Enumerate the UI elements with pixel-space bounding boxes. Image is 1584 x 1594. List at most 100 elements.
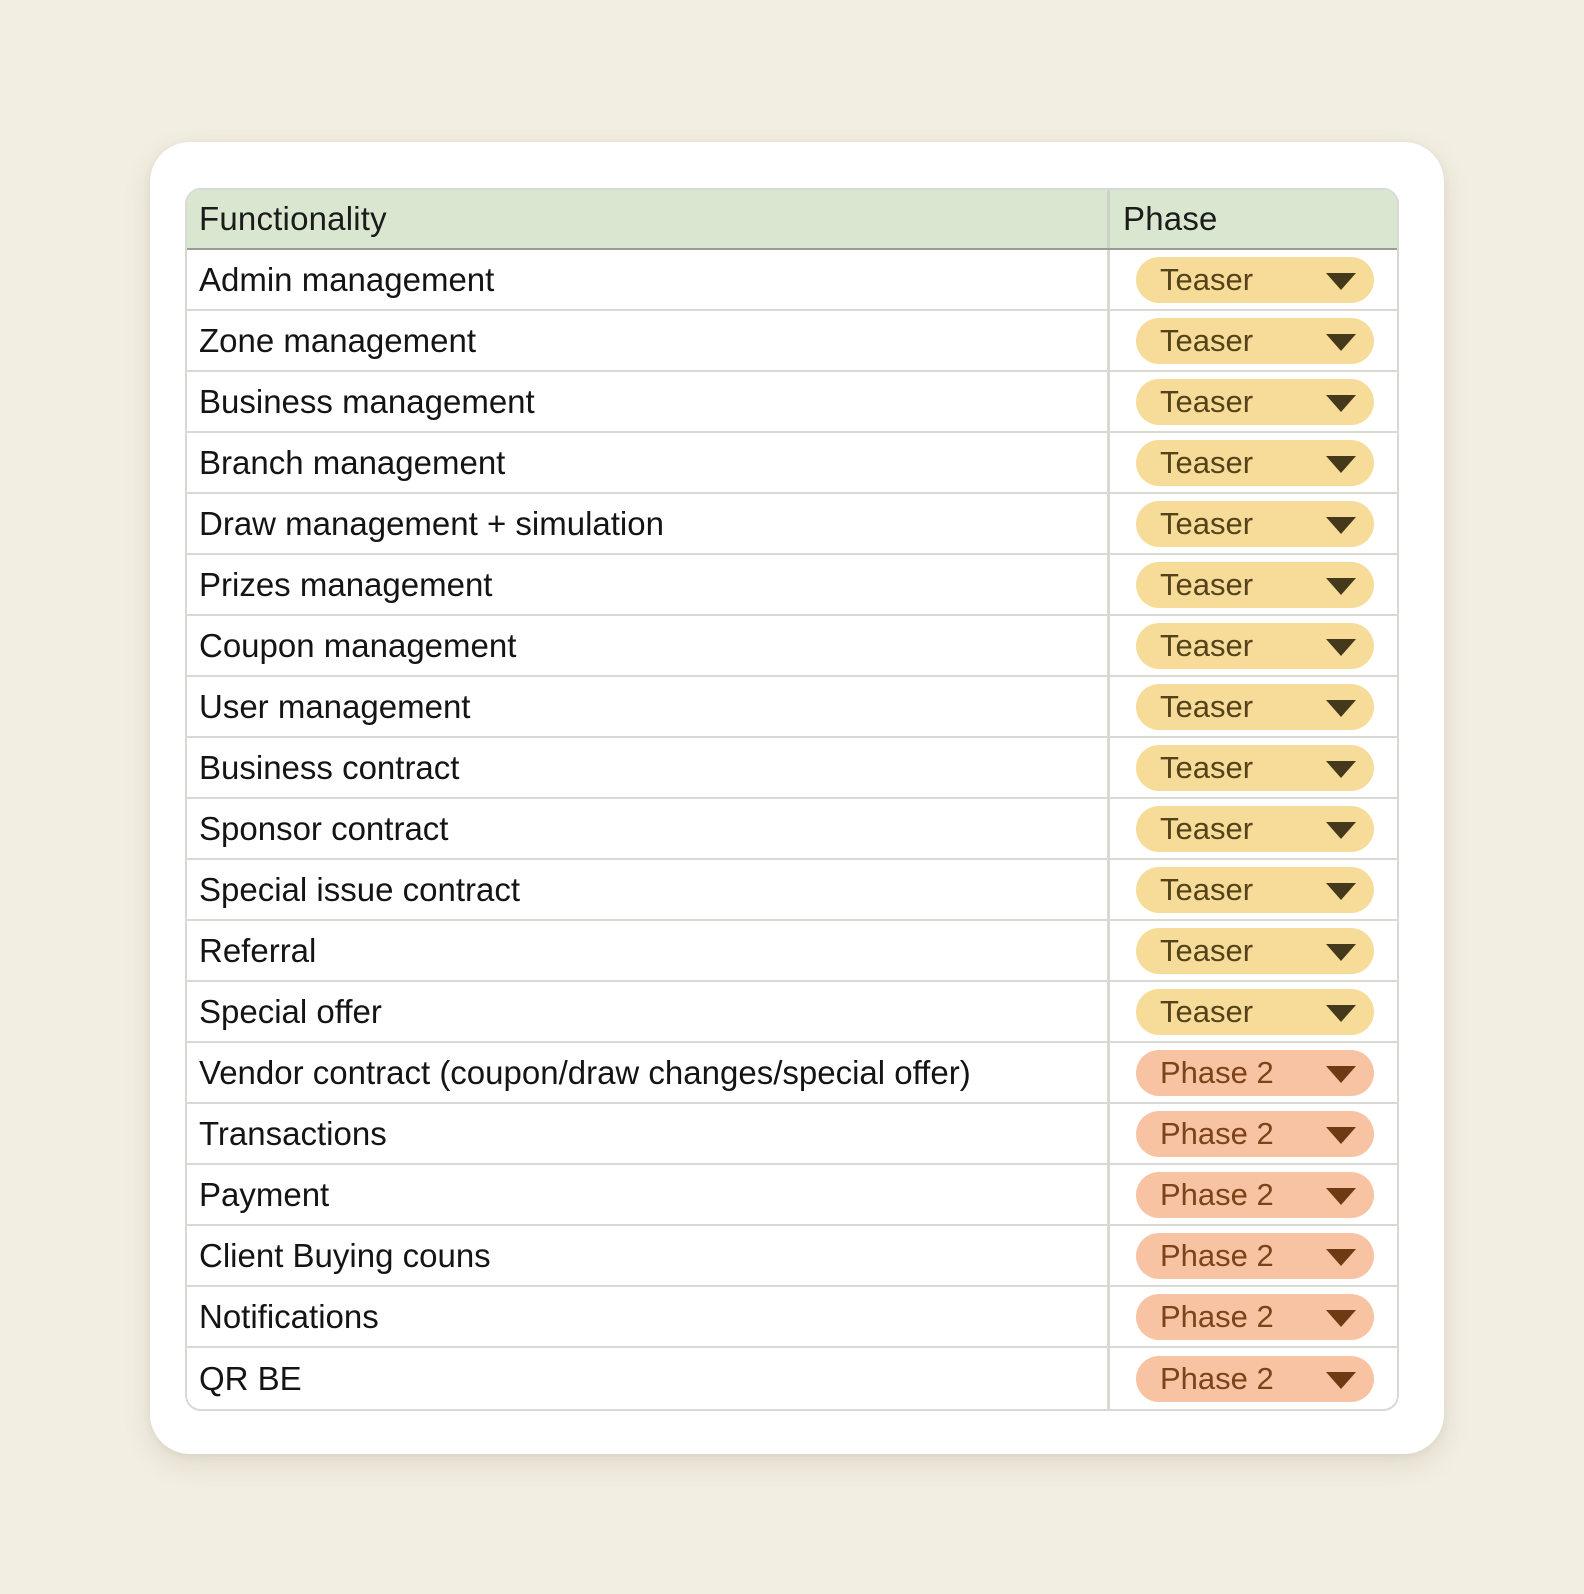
- phase-dropdown[interactable]: Phase 2: [1136, 1171, 1374, 1218]
- functionality-cell: Draw management + simulation: [199, 504, 664, 542]
- dropdown-arrow-icon: [1326, 1004, 1356, 1022]
- functionality-cell: Branch management: [199, 443, 506, 481]
- phase-cell: Teaser: [1107, 921, 1397, 980]
- phase-dropdown[interactable]: Phase 2: [1136, 1355, 1374, 1402]
- phase-cell: Teaser: [1107, 494, 1397, 553]
- functionality-cell: Business contract: [199, 748, 460, 786]
- table-row: Branch management Teaser: [187, 433, 1397, 494]
- phase-dropdown[interactable]: Teaser: [1136, 866, 1374, 913]
- table-row: QR BE Phase 2: [187, 1348, 1397, 1409]
- phase-dropdown-label: Phase 2: [1160, 1054, 1274, 1090]
- table-row: Transactions Phase 2: [187, 1104, 1397, 1165]
- phase-dropdown-label: Phase 2: [1160, 1298, 1274, 1334]
- table-row: Special issue contract Teaser: [187, 860, 1397, 921]
- phase-dropdown-label: Teaser: [1160, 627, 1254, 663]
- phase-cell: Teaser: [1107, 799, 1397, 858]
- phase-dropdown-label: Phase 2: [1160, 1360, 1274, 1396]
- functionality-cell: Sponsor contract: [199, 809, 449, 847]
- table-row: Coupon management Teaser: [187, 616, 1397, 677]
- dropdown-arrow-icon: [1326, 638, 1356, 656]
- phase-dropdown[interactable]: Teaser: [1136, 317, 1374, 364]
- table-row: Business contract Teaser: [187, 738, 1397, 799]
- table-row: Prizes management Teaser: [187, 555, 1397, 616]
- functionality-cell: Client Buying couns: [199, 1236, 491, 1274]
- functionality-cell: Notifications: [199, 1297, 379, 1335]
- phase-dropdown-label: Teaser: [1160, 932, 1254, 968]
- phase-dropdown[interactable]: Phase 2: [1136, 1110, 1374, 1157]
- dropdown-arrow-icon: [1326, 455, 1356, 473]
- column-header-phase: Phase: [1107, 190, 1397, 248]
- functionality-cell: Special offer: [199, 992, 382, 1030]
- phase-dropdown[interactable]: Teaser: [1136, 805, 1374, 852]
- functionality-cell: Coupon management: [199, 626, 517, 664]
- table-row: Zone management Teaser: [187, 311, 1397, 372]
- phase-dropdown[interactable]: Teaser: [1136, 622, 1374, 669]
- phase-dropdown[interactable]: Phase 2: [1136, 1232, 1374, 1279]
- phase-cell: Phase 2: [1107, 1226, 1397, 1285]
- phase-dropdown-label: Teaser: [1160, 566, 1254, 602]
- table-row: Payment Phase 2: [187, 1165, 1397, 1226]
- dropdown-arrow-icon: [1326, 577, 1356, 595]
- phase-dropdown-label: Teaser: [1160, 993, 1254, 1029]
- phase-table: Functionality Phase Admin management Tea…: [185, 188, 1399, 1411]
- table-row: Sponsor contract Teaser: [187, 799, 1397, 860]
- dropdown-arrow-icon: [1326, 1371, 1356, 1389]
- functionality-cell: QR BE: [199, 1359, 302, 1397]
- dropdown-arrow-icon: [1326, 760, 1356, 778]
- phase-dropdown-label: Teaser: [1160, 749, 1254, 785]
- functionality-cell: Zone management: [199, 321, 477, 359]
- dropdown-arrow-icon: [1326, 1126, 1356, 1144]
- dropdown-arrow-icon: [1326, 272, 1356, 290]
- phase-cell: Teaser: [1107, 250, 1397, 309]
- phase-dropdown-label: Teaser: [1160, 505, 1254, 541]
- table-body: Admin management Teaser Zone management …: [187, 250, 1397, 1409]
- phase-cell: Teaser: [1107, 433, 1397, 492]
- phase-cell: Teaser: [1107, 372, 1397, 431]
- phase-cell: Teaser: [1107, 738, 1397, 797]
- phase-dropdown[interactable]: Teaser: [1136, 561, 1374, 608]
- phase-dropdown-label: Teaser: [1160, 322, 1254, 358]
- table-row: Special offer Teaser: [187, 982, 1397, 1043]
- phase-cell: Teaser: [1107, 860, 1397, 919]
- functionality-cell: Vendor contract (coupon/draw changes/spe…: [199, 1053, 971, 1091]
- dropdown-arrow-icon: [1326, 1248, 1356, 1266]
- phase-dropdown[interactable]: Teaser: [1136, 500, 1374, 547]
- functionality-cell: Transactions: [199, 1114, 387, 1152]
- phase-cell: Teaser: [1107, 616, 1397, 675]
- phase-cell: Phase 2: [1107, 1043, 1397, 1102]
- phase-cell: Phase 2: [1107, 1348, 1397, 1409]
- column-header-functionality: Functionality: [199, 200, 387, 237]
- dropdown-arrow-icon: [1326, 1309, 1356, 1327]
- table-row: Notifications Phase 2: [187, 1287, 1397, 1348]
- phase-cell: Teaser: [1107, 677, 1397, 736]
- dropdown-arrow-icon: [1326, 516, 1356, 534]
- phase-cell: Phase 2: [1107, 1287, 1397, 1346]
- functionality-cell: Payment: [199, 1175, 330, 1213]
- functionality-cell: Special issue contract: [199, 870, 520, 908]
- phase-dropdown-label: Phase 2: [1160, 1176, 1274, 1212]
- phase-dropdown[interactable]: Teaser: [1136, 683, 1374, 730]
- phase-dropdown-label: Teaser: [1160, 688, 1254, 724]
- phase-dropdown[interactable]: Teaser: [1136, 256, 1374, 303]
- dropdown-arrow-icon: [1326, 821, 1356, 839]
- dropdown-arrow-icon: [1326, 699, 1356, 717]
- phase-dropdown[interactable]: Teaser: [1136, 439, 1374, 486]
- dropdown-arrow-icon: [1326, 1065, 1356, 1083]
- phase-dropdown-label: Teaser: [1160, 810, 1254, 846]
- phase-dropdown[interactable]: Teaser: [1136, 744, 1374, 791]
- table-header-row: Functionality Phase: [187, 190, 1397, 250]
- phase-dropdown[interactable]: Phase 2: [1136, 1049, 1374, 1096]
- table-row: User management Teaser: [187, 677, 1397, 738]
- phase-dropdown[interactable]: Teaser: [1136, 378, 1374, 425]
- functionality-cell: Admin management: [199, 260, 495, 298]
- functionality-cell: Referral: [199, 931, 317, 969]
- dropdown-arrow-icon: [1326, 333, 1356, 351]
- functionality-cell: Business management: [199, 382, 535, 420]
- phase-dropdown-label: Teaser: [1160, 383, 1254, 419]
- phase-dropdown[interactable]: Teaser: [1136, 988, 1374, 1035]
- dropdown-arrow-icon: [1326, 882, 1356, 900]
- phase-cell: Teaser: [1107, 982, 1397, 1041]
- phase-dropdown[interactable]: Phase 2: [1136, 1293, 1374, 1340]
- phase-dropdown-label: Teaser: [1160, 444, 1254, 480]
- phase-dropdown[interactable]: Teaser: [1136, 927, 1374, 974]
